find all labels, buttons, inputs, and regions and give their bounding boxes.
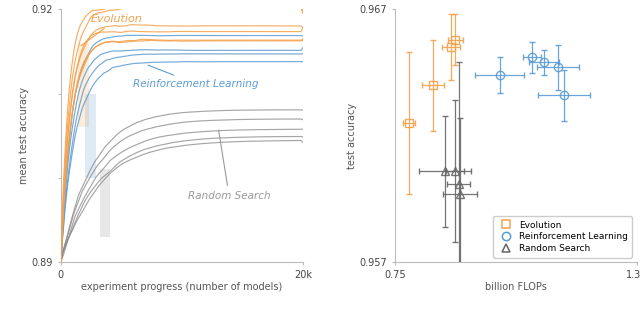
- Y-axis label: mean test accuracy: mean test accuracy: [19, 87, 29, 184]
- FancyBboxPatch shape: [77, 43, 88, 127]
- Text: Random Search: Random Search: [188, 130, 271, 201]
- FancyBboxPatch shape: [100, 169, 111, 237]
- FancyBboxPatch shape: [85, 94, 96, 178]
- Text: Evolution: Evolution: [81, 14, 143, 46]
- Text: Reinforcement Learning: Reinforcement Learning: [133, 65, 259, 89]
- Y-axis label: test accuracy: test accuracy: [347, 103, 356, 169]
- Legend: Evolution, Reinforcement Learning, Random Search: Evolution, Reinforcement Learning, Rando…: [493, 216, 632, 258]
- X-axis label: experiment progress (number of models): experiment progress (number of models): [81, 282, 282, 292]
- X-axis label: billion FLOPs: billion FLOPs: [485, 282, 547, 292]
